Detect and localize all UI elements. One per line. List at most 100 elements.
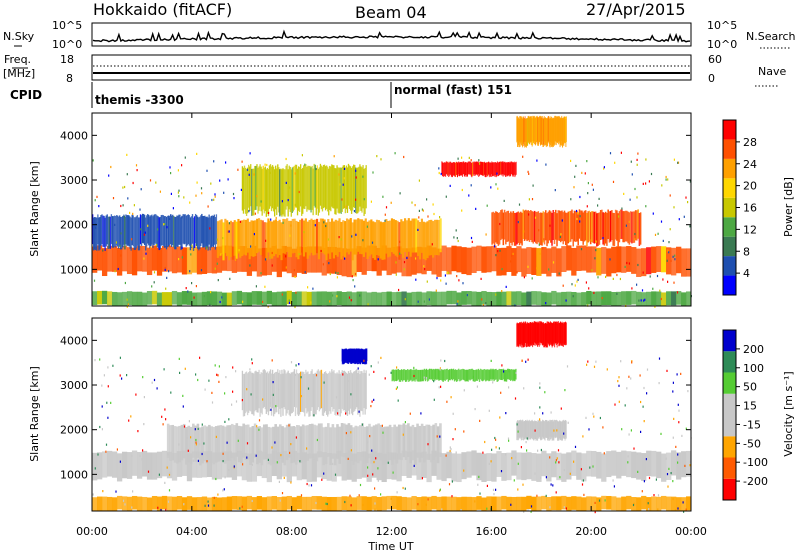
- heatmap-cell: [366, 496, 372, 511]
- heatmap-speckle: [222, 460, 224, 463]
- heatmap-cell: [586, 246, 592, 273]
- heatmap-speckle: [516, 423, 518, 426]
- heatmap-speckle: [323, 472, 325, 475]
- heatmap-cell: [314, 219, 317, 255]
- heatmap-speckle: [497, 250, 499, 253]
- heatmap-speckle: [672, 390, 674, 393]
- heatmap-cell: [621, 246, 627, 273]
- heatmap-cell: [466, 291, 472, 305]
- heatmap-speckle: [444, 274, 446, 277]
- heatmap-cell: [243, 165, 246, 210]
- heatmap-cell: [565, 420, 567, 439]
- heatmap-cell: [427, 369, 430, 381]
- heatmap-cell: [366, 292, 372, 306]
- heatmap-cell: [341, 496, 347, 511]
- freq-panel-frame: [91, 54, 692, 81]
- heatmap-cell: [487, 369, 489, 381]
- heatmap-speckle: [248, 173, 250, 176]
- heatmap-cell: [471, 162, 473, 178]
- heatmap-cell: [505, 369, 508, 382]
- heatmap-cell: [191, 451, 198, 478]
- heatmap-cell: [336, 165, 338, 209]
- heatmap-speckle: [493, 493, 495, 496]
- heatmap-cell: [156, 496, 163, 511]
- heatmap-speckle: [336, 276, 338, 279]
- heatmap-cell: [180, 217, 182, 251]
- heatmap-speckle: [126, 173, 128, 176]
- heatmap-speckle: [449, 449, 451, 453]
- heatmap-cell: [392, 369, 394, 381]
- heatmap-cell: [96, 496, 103, 511]
- heatmap-cell: [502, 368, 505, 380]
- heatmap-cell: [386, 452, 392, 480]
- heatmap-cell: [344, 371, 347, 413]
- heatmap-speckle: [445, 195, 447, 198]
- heatmap-cell: [487, 162, 489, 176]
- heatmap-cell: [484, 368, 486, 380]
- heatmap-speckle: [592, 188, 594, 191]
- heatmap-cell: [681, 248, 687, 277]
- heatmap-speckle: [350, 431, 352, 434]
- heatmap-speckle: [685, 196, 687, 199]
- heatmap-cell: [500, 369, 503, 381]
- heatmap-speckle: [587, 192, 589, 195]
- heatmap-speckle: [540, 448, 542, 452]
- heatmap-speckle: [181, 164, 183, 167]
- heatmap-cell: [251, 291, 258, 305]
- heatmap-cell: [424, 369, 427, 382]
- heatmap-speckle: [503, 370, 505, 373]
- heatmap-speckle: [143, 233, 145, 236]
- heatmap-cell: [458, 368, 460, 380]
- heatmap-speckle: [556, 429, 558, 432]
- heatmap-cell: [381, 222, 384, 260]
- heatmap-cell: [441, 245, 447, 271]
- heatmap-speckle: [557, 449, 560, 452]
- heatmap-speckle: [574, 284, 576, 287]
- heatmap-cell: [420, 369, 422, 382]
- heatmap-speckle: [308, 484, 310, 487]
- heatmap-cell: [186, 453, 193, 482]
- heatmap-speckle: [677, 453, 679, 456]
- heatmap-cell: [514, 369, 516, 382]
- heatmap-speckle: [195, 441, 197, 444]
- heatmap-speckle: [689, 464, 691, 467]
- heatmap-speckle: [586, 205, 588, 208]
- heatmap-cell: [376, 292, 382, 306]
- heatmap-speckle: [169, 217, 171, 220]
- heatmap-cell: [508, 162, 510, 177]
- heatmap-cell: [515, 212, 517, 246]
- heatmap-cell: [266, 290, 272, 305]
- heatmap-cell: [291, 292, 297, 306]
- heatmap-cell: [429, 368, 432, 380]
- heatmap-cell: [350, 372, 353, 414]
- heatmap-speckle: [440, 172, 442, 176]
- heatmap-speckle: [683, 215, 685, 218]
- heatmap-cell: [359, 219, 362, 254]
- heatmap-speckle: [361, 423, 363, 426]
- heatmap-speckle: [395, 387, 397, 390]
- heatmap-cell: [121, 451, 128, 479]
- heatmap-cell: [676, 246, 682, 274]
- heatmap-cell: [681, 292, 687, 306]
- heatmap-cell: [437, 368, 439, 380]
- heatmap-cell: [439, 369, 441, 381]
- heatmap-speckle: [276, 461, 278, 464]
- heatmap-speckle: [479, 492, 481, 495]
- heatmap-speckle: [96, 195, 98, 198]
- heatmap-cell: [498, 212, 501, 245]
- heatmap-speckle: [501, 364, 503, 367]
- heatmap-cell: [511, 450, 517, 476]
- heatmap-cell: [292, 166, 295, 212]
- heatmap-cell: [297, 373, 300, 416]
- heatmap-cell: [126, 452, 133, 479]
- heatmap-cell: [182, 214, 184, 244]
- heatmap-speckle: [294, 373, 296, 376]
- heatmap-cell: [551, 451, 557, 478]
- heatmap-cell: [261, 220, 264, 257]
- heatmap-cell: [195, 215, 198, 246]
- heatmap-cell: [116, 495, 123, 510]
- heatmap-cell: [365, 165, 367, 209]
- heatmap-cell: [199, 216, 201, 250]
- heatmap-speckle: [446, 271, 448, 274]
- heatmap-cell: [395, 369, 397, 382]
